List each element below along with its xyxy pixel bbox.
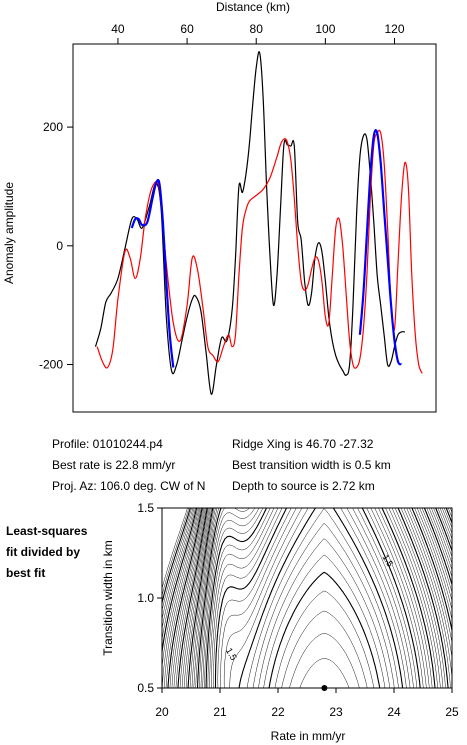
misfit-contour-line [196,507,449,689]
rate-tick-label: 20 [155,705,169,719]
misfit-contour-line [171,507,453,689]
misfit-contour-line [183,507,453,689]
contour-value-label: 1.5 [224,646,239,662]
misfit-contour-line [198,507,446,689]
misfit-contour-line [246,508,399,689]
misfit-contour-line [163,507,453,689]
misfit-contour-line [229,507,407,689]
misfit-contour-line [165,507,453,689]
misfit-contour-line [289,633,360,689]
misfit-contour-line [189,507,453,689]
best-transition-text: Best transition width is 0.5 km [232,458,391,472]
misfit-contour-line [200,507,444,689]
misfit-contour-line [191,507,453,689]
distance-axis-title: Distance (km) [216,0,290,14]
misfit-note: Least-squares fit divided by best fit [6,521,87,584]
misfit-contour-line [169,507,453,689]
misfit-contour-line [263,554,386,689]
anomaly-chart: Distance (km) Anomaly amplitude 40 60 80 10… [2,0,437,413]
misfit-contour-line [281,610,368,689]
distance-tick-label: 60 [180,22,194,36]
misfit-contour-line [181,507,453,689]
best-rate-text: Best rate is 22.8 mm/yr [52,458,176,472]
misfit-contour-line [195,507,451,689]
transition-tick-label: 1.5 [137,501,154,515]
anomaly-tick-label: 200 [43,120,63,134]
ridge-crossing-text: Ridge Xing is 46.70 -27.32 [232,437,374,451]
misfit-contour-line [220,507,414,689]
anomaly-tick-label: 0 [56,239,63,253]
anomaly-plot-frame [72,43,437,413]
misfit-contour-line [167,507,453,689]
fit-anomaly-line [130,178,175,368]
misfit-contour-line [179,507,453,689]
misfit-contour-line [185,507,453,689]
misfit-contour-line [202,507,441,689]
rate-axis-title: Rate in mm/yr [271,729,346,743]
transition-tick-label: 0.5 [137,681,154,695]
misfit-contour-line [204,507,438,689]
misfit-contour-line [258,538,391,689]
distance-tick-label: 100 [315,22,335,36]
misfit-contour-line [214,507,421,689]
misfit-contour-line [211,507,427,689]
projection-azimuth-text: Proj. Az: 106.0 deg. CW of N [52,479,206,493]
misfit-contour-line [177,507,453,689]
misfit-note-line: fit divided by [6,545,81,559]
misfit-note-line: best fit [6,566,46,580]
misfit-contour-line [268,571,381,689]
misfit-contour-line [207,507,433,689]
misfit-contour-line [173,507,453,689]
misfit-contour-line [205,507,436,689]
misfit-contour-line [187,507,453,689]
misfit-contour-line [274,590,375,689]
misfit-contour-line [193,507,453,689]
misfit-contour-line [252,523,395,689]
anomaly-tick-label: -200 [39,358,63,372]
transition-axis-title: Transition width in km [101,540,115,656]
depth-to-source-text: Depth to source is 2.72 km [232,479,375,493]
contour-value-label: 1.5 [380,553,395,569]
rate-tick-label: 24 [387,705,401,719]
distance-tick-label: 80 [250,22,264,36]
misfit-contour-line [217,507,418,689]
profile-text: Profile: 01010244.p4 [52,437,163,451]
contour-plot-frame [161,507,453,689]
rate-tick-label: 22 [271,705,285,719]
distance-tick-label: 40 [111,22,125,36]
model-anomaly-line [96,129,423,374]
anomaly-axis-title: Anomaly amplitude [2,182,16,284]
rate-tick-label: 25 [445,705,459,719]
misfit-contour-chart: Rate in mm/yr Transition width in km 20 2… [101,501,459,743]
misfit-contour-line [238,507,404,689]
rate-tick-label: 21 [213,705,227,719]
misfit-contour-line [209,507,430,689]
fit-anomaly-line [358,129,403,366]
transition-tick-label: 1.0 [137,591,154,605]
distance-tick-label: 120 [384,22,404,36]
rate-tick-label: 23 [329,705,343,719]
misfit-contour-line [213,507,424,689]
misfit-contour-line [175,507,453,689]
misfit-contour-line [223,507,411,689]
observed-anomaly-line [94,51,405,395]
misfit-note-line: Least-squares [6,524,88,538]
misfit-contour-line [299,658,350,689]
